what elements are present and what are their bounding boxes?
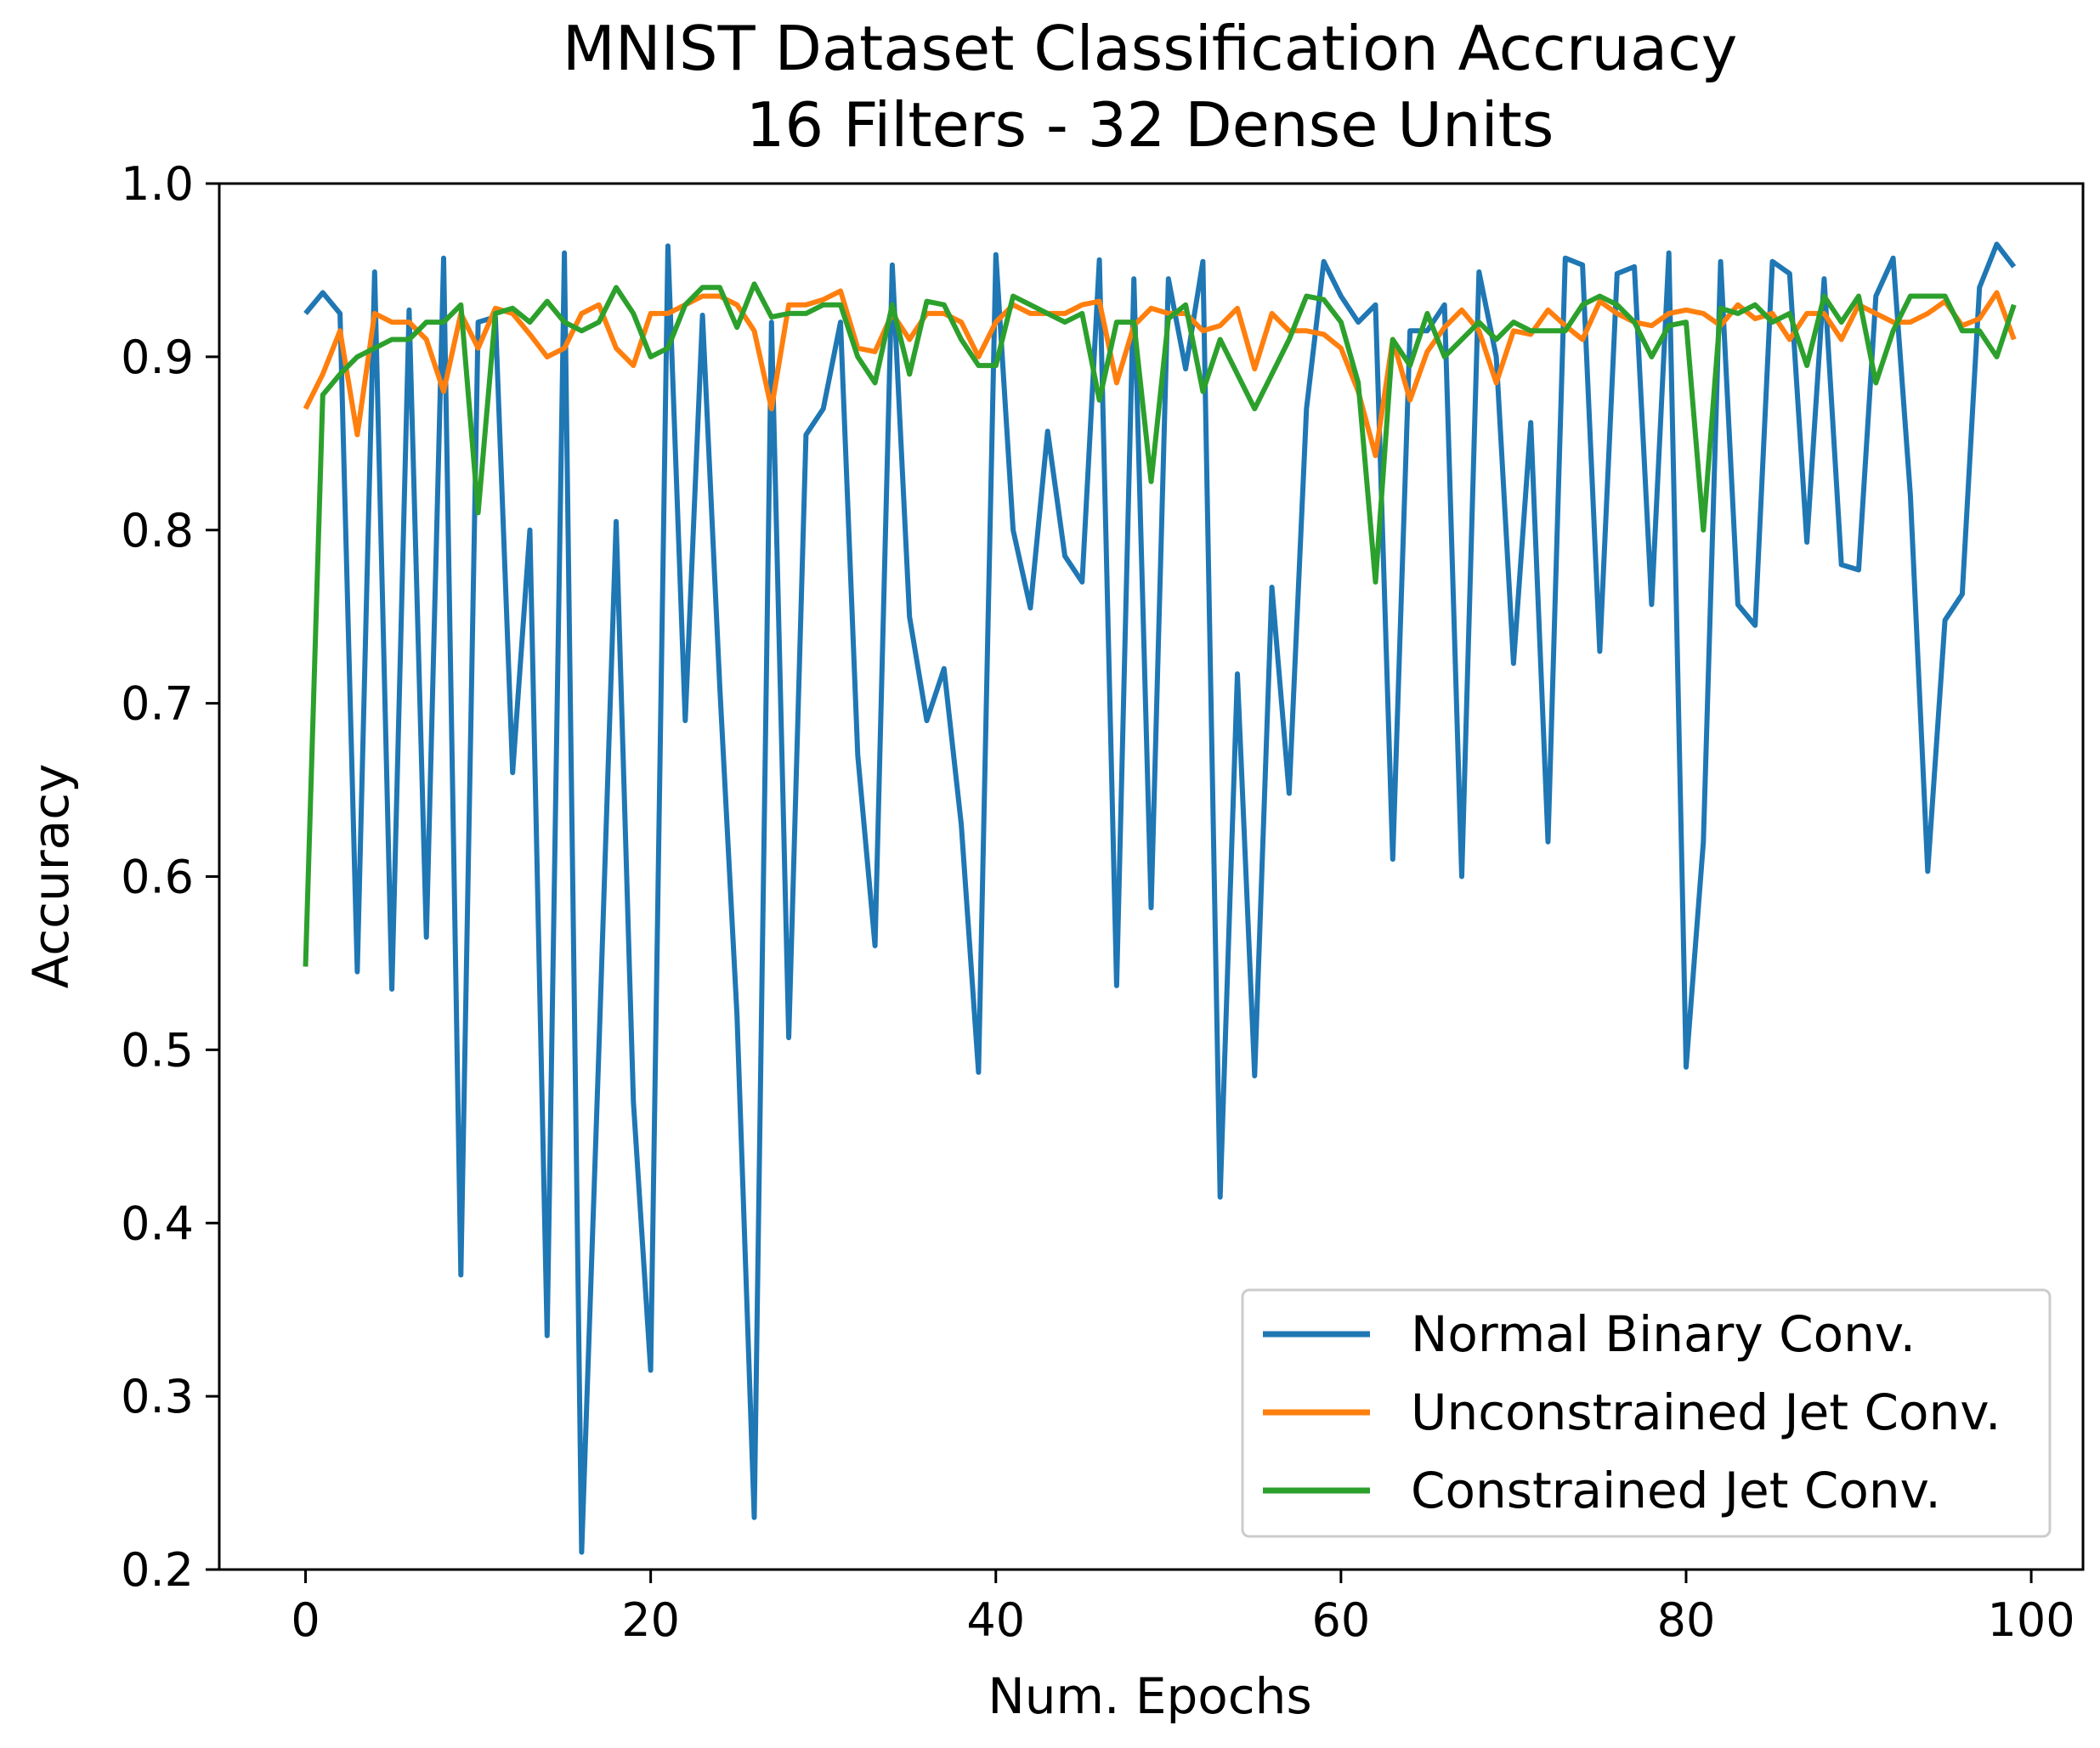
legend-box bbox=[1241, 1288, 2052, 1538]
x-tick-label: 80 bbox=[1657, 1593, 1716, 1647]
chart-title: MNIST Dataset Classification Accruacy bbox=[563, 13, 1738, 84]
y-tick-label: 0.7 bbox=[121, 677, 194, 731]
x-tick-label: 0 bbox=[291, 1593, 320, 1647]
y-axis: 0.2 0.3 0.4 0.5 0.6 0.7 0.8 0.9 1.0 bbox=[121, 157, 219, 1597]
y-tick-label: 0.5 bbox=[121, 1023, 194, 1077]
legend-label-unconstrained-jet: Unconstrained Jet Conv. bbox=[1411, 1383, 2001, 1441]
x-tick-label: 60 bbox=[1312, 1593, 1371, 1647]
chart-subtitle: 16 Filters - 32 Dense Units bbox=[746, 89, 1554, 161]
series-line-unconstrained-jet-conv bbox=[303, 288, 2017, 459]
y-tick-label: 0.9 bbox=[121, 331, 194, 384]
x-tick-label: 100 bbox=[1988, 1593, 2075, 1647]
x-axis: 0 20 40 60 80 100 bbox=[291, 1570, 2075, 1647]
x-tick-label: 20 bbox=[621, 1593, 680, 1647]
y-tick-label: 0.3 bbox=[121, 1370, 194, 1423]
x-tick-label: 40 bbox=[966, 1593, 1025, 1647]
y-tick-label: 0.2 bbox=[121, 1543, 194, 1597]
series-line-normal-binary-conv bbox=[303, 241, 2017, 1555]
y-tick-label: 0.8 bbox=[121, 504, 194, 557]
y-axis-label: Accuracy bbox=[22, 764, 80, 989]
x-axis-label: Num. Epochs bbox=[988, 1667, 1311, 1725]
legend: Normal Binary Conv. Unconstrained Jet Co… bbox=[1241, 1288, 2052, 1538]
legend-label-normal-binary: Normal Binary Conv. bbox=[1411, 1305, 1916, 1363]
y-tick-label: 0.6 bbox=[121, 851, 194, 904]
series-layer bbox=[303, 241, 2017, 1555]
series-line-constrained-jet-conv bbox=[303, 281, 2017, 967]
legend-label-constrained-jet: Constrained Jet Conv. bbox=[1411, 1462, 1941, 1519]
y-tick-label: 1.0 bbox=[121, 157, 194, 211]
y-tick-label: 0.4 bbox=[121, 1196, 194, 1250]
